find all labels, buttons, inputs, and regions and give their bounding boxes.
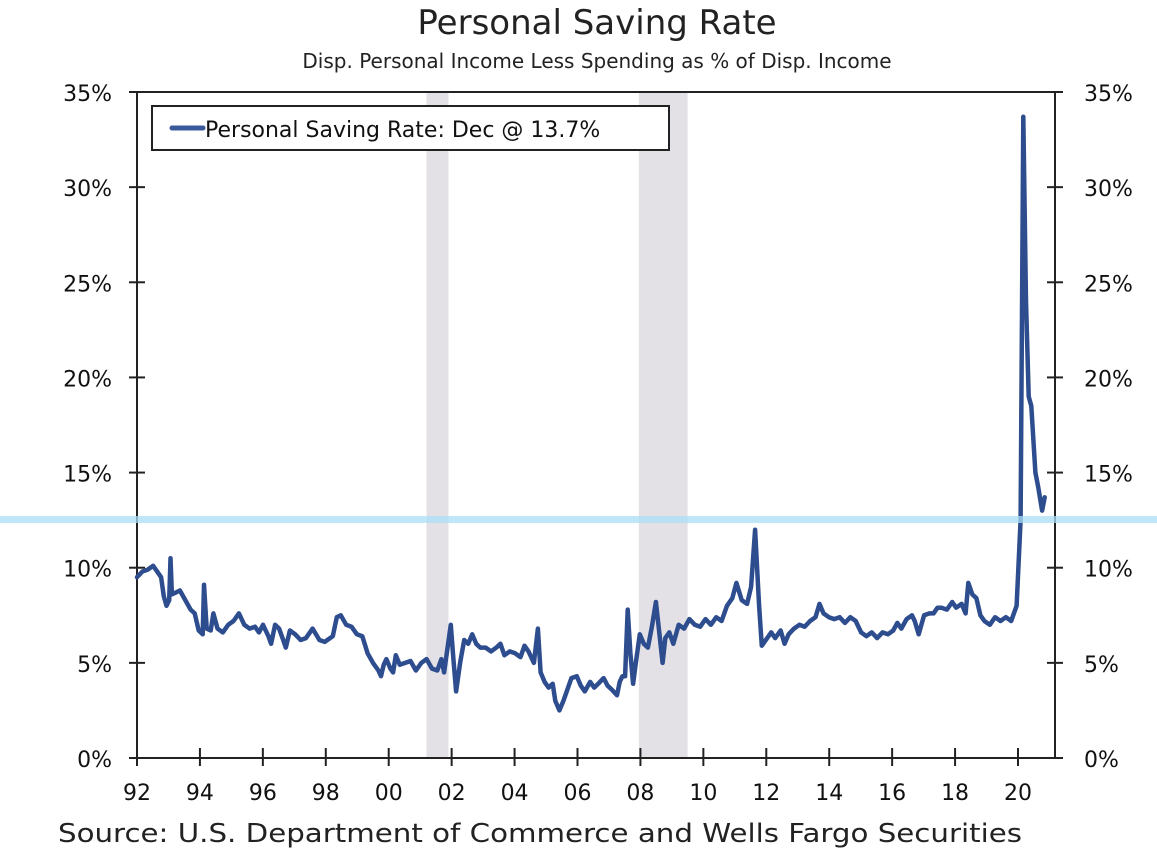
recession-shading (426, 92, 688, 758)
x-tick-label: 06 (564, 781, 592, 806)
x-tick-label: 02 (438, 781, 466, 806)
x-tick-label: 18 (941, 781, 969, 806)
x-tick-label: 92 (123, 781, 151, 806)
chart-subtitle: Disp. Personal Income Less Spending as %… (302, 49, 891, 73)
y-tick-label-right: 20% (1084, 367, 1133, 392)
recession-band-0 (426, 92, 449, 758)
x-tick-label: 20 (1004, 781, 1032, 806)
x-tick-label: 12 (752, 781, 780, 806)
x-tick-label: 96 (249, 781, 277, 806)
y-tick-label-left: 35% (63, 82, 112, 107)
legend-box (151, 105, 670, 151)
y-tick-label-right: 0% (1084, 748, 1119, 773)
x-tick-label: 16 (878, 781, 906, 806)
series-layer (134, 114, 1047, 713)
legend: Personal Saving Rate: Dec @ 13.7% (151, 105, 670, 151)
y-tick-label-left: 15% (63, 463, 112, 488)
x-tick-label: 98 (312, 781, 340, 806)
chart-title: Personal Saving Rate (417, 3, 776, 43)
y-tick-label-left: 10% (63, 558, 112, 583)
x-tick-label: 08 (626, 781, 654, 806)
axis-ticks: 0% 0% 5% 5% 10% 10% 15% 15% 20% 20% 25% 25% 30% 30% 35… (63, 82, 1133, 806)
x-tick-label: 04 (501, 781, 529, 806)
axes (129, 91, 1056, 759)
legend-label: Personal Saving Rate: Dec @ 13.7% (205, 118, 600, 143)
x-tick-label: 94 (186, 781, 214, 806)
source-note: Source: U.S. Department of Commerce and … (58, 819, 1022, 849)
y-tick-label-right: 15% (1084, 463, 1133, 488)
y-tick-label-right: 35% (1084, 82, 1133, 107)
scan-artifact-band (0, 516, 1157, 523)
y-tick-label-right: 30% (1084, 177, 1133, 202)
y-tick-label-left: 0% (77, 748, 112, 773)
x-tick-label: 14 (815, 781, 843, 806)
y-tick-label-left: 25% (63, 272, 112, 297)
y-tick-label-left: 5% (77, 653, 112, 678)
x-tick-label: 10 (689, 781, 717, 806)
y-tick-label-right: 25% (1084, 272, 1133, 297)
y-tick-label-left: 30% (63, 177, 112, 202)
y-tick-label-left: 20% (63, 367, 112, 392)
y-tick-label-right: 5% (1084, 653, 1119, 678)
y-tick-label-right: 10% (1084, 558, 1133, 583)
x-tick-label: 00 (375, 781, 403, 806)
series-line-0 (134, 114, 1047, 713)
